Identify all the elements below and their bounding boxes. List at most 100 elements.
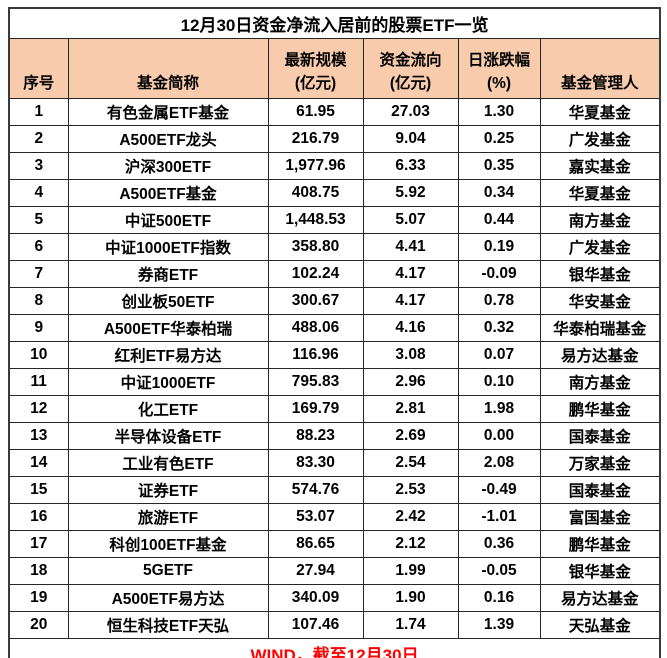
cell-fund-name: 科创100ETF基金 xyxy=(67,530,269,558)
table-row: 8 创业板50ETF 300.67 4.17 0.78 华安基金 xyxy=(8,287,661,315)
cell-rank: 3 xyxy=(8,152,69,180)
cell-rank: 2 xyxy=(8,125,69,153)
cell-change: 0.07 xyxy=(457,341,541,369)
cell-rank: 13 xyxy=(8,422,69,450)
table-row: 14 工业有色ETF 83.30 2.54 2.08 万家基金 xyxy=(8,449,661,477)
cell-flow: 6.33 xyxy=(362,152,459,180)
cell-rank: 6 xyxy=(8,233,69,261)
cell-change: 0.10 xyxy=(457,368,541,396)
cell-manager: 富国基金 xyxy=(539,503,661,531)
column-header-fund-name: 基金简称 xyxy=(67,38,269,99)
cell-fund-name: 证券ETF xyxy=(67,476,269,504)
cell-scale: 53.07 xyxy=(267,503,364,531)
cell-scale: 1,977.96 xyxy=(267,152,364,180)
cell-rank: 14 xyxy=(8,449,69,477)
cell-fund-name: 恒生科技ETF天弘 xyxy=(67,611,269,639)
cell-scale: 795.83 xyxy=(267,368,364,396)
cell-scale: 1,448.53 xyxy=(267,206,364,234)
cell-flow: 2.81 xyxy=(362,395,459,423)
table-row: 15 证券ETF 574.76 2.53 -0.49 国泰基金 xyxy=(8,476,661,504)
cell-scale: 102.24 xyxy=(267,260,364,288)
cell-flow: 2.69 xyxy=(362,422,459,450)
table-row: 3 沪深300ETF 1,977.96 6.33 0.35 嘉实基金 xyxy=(8,152,661,180)
cell-scale: 216.79 xyxy=(267,125,364,153)
cell-flow: 2.54 xyxy=(362,449,459,477)
cell-rank: 4 xyxy=(8,179,69,207)
cell-flow: 4.17 xyxy=(362,260,459,288)
cell-flow: 9.04 xyxy=(362,125,459,153)
cell-scale: 107.46 xyxy=(267,611,364,639)
column-header-scale: 最新规模 (亿元) xyxy=(267,38,364,99)
cell-scale: 358.80 xyxy=(267,233,364,261)
cell-manager: 华夏基金 xyxy=(539,179,661,207)
cell-rank: 20 xyxy=(8,611,69,639)
cell-change: 0.19 xyxy=(457,233,541,261)
cell-manager: 易方达基金 xyxy=(539,584,661,612)
cell-flow: 1.99 xyxy=(362,557,459,585)
cell-fund-name: 创业板50ETF xyxy=(67,287,269,315)
cell-rank: 11 xyxy=(8,368,69,396)
cell-change: -0.09 xyxy=(457,260,541,288)
cell-scale: 488.06 xyxy=(267,314,364,342)
cell-manager: 易方达基金 xyxy=(539,341,661,369)
table-row: 4 A500ETF基金 408.75 5.92 0.34 华夏基金 xyxy=(8,179,661,207)
cell-change: 0.35 xyxy=(457,152,541,180)
cell-manager: 鹏华基金 xyxy=(539,530,661,558)
table-row: 10 红利ETF易方达 116.96 3.08 0.07 易方达基金 xyxy=(8,341,661,369)
table-row: 16 旅游ETF 53.07 2.42 -1.01 富国基金 xyxy=(8,503,661,531)
cell-fund-name: 红利ETF易方达 xyxy=(67,341,269,369)
cell-scale: 88.23 xyxy=(267,422,364,450)
cell-scale: 300.67 xyxy=(267,287,364,315)
cell-manager: 鹏华基金 xyxy=(539,395,661,423)
cell-flow: 4.41 xyxy=(362,233,459,261)
cell-rank: 1 xyxy=(8,98,69,126)
cell-scale: 408.75 xyxy=(267,179,364,207)
cell-manager: 广发基金 xyxy=(539,125,661,153)
cell-flow: 4.16 xyxy=(362,314,459,342)
cell-rank: 18 xyxy=(8,557,69,585)
cell-scale: 61.95 xyxy=(267,98,364,126)
column-header-flow: 资金流向 (亿元) xyxy=(362,38,459,99)
cell-scale: 169.79 xyxy=(267,395,364,423)
cell-flow: 2.42 xyxy=(362,503,459,531)
cell-manager: 广发基金 xyxy=(539,233,661,261)
table-row: 5 中证500ETF 1,448.53 5.07 0.44 南方基金 xyxy=(8,206,661,234)
cell-change: 0.16 xyxy=(457,584,541,612)
cell-scale: 574.76 xyxy=(267,476,364,504)
cell-rank: 15 xyxy=(8,476,69,504)
cell-rank: 8 xyxy=(8,287,69,315)
cell-rank: 10 xyxy=(8,341,69,369)
cell-manager: 南方基金 xyxy=(539,206,661,234)
cell-flow: 4.17 xyxy=(362,287,459,315)
cell-manager: 嘉实基金 xyxy=(539,152,661,180)
cell-scale: 83.30 xyxy=(267,449,364,477)
cell-fund-name: 沪深300ETF xyxy=(67,152,269,180)
cell-change: 1.30 xyxy=(457,98,541,126)
cell-fund-name: 工业有色ETF xyxy=(67,449,269,477)
cell-change: -0.05 xyxy=(457,557,541,585)
cell-manager: 银华基金 xyxy=(539,557,661,585)
table-row: 7 券商ETF 102.24 4.17 -0.09 银华基金 xyxy=(8,260,661,288)
cell-scale: 340.09 xyxy=(267,584,364,612)
cell-change: 1.39 xyxy=(457,611,541,639)
cell-fund-name: 有色金属ETF基金 xyxy=(67,98,269,126)
column-header-manager: 基金管理人 xyxy=(539,38,661,99)
cell-change: 0.44 xyxy=(457,206,541,234)
cell-fund-name: 中证1000ETF xyxy=(67,368,269,396)
cell-manager: 国泰基金 xyxy=(539,422,661,450)
cell-flow: 2.12 xyxy=(362,530,459,558)
cell-change: -0.49 xyxy=(457,476,541,504)
cell-change: 0.34 xyxy=(457,179,541,207)
table-row: 6 中证1000ETF指数 358.80 4.41 0.19 广发基金 xyxy=(8,233,661,261)
cell-change: 0.32 xyxy=(457,314,541,342)
cell-rank: 7 xyxy=(8,260,69,288)
cell-rank: 5 xyxy=(8,206,69,234)
table-body: 1 有色金属ETF基金 61.95 27.03 1.30 华夏基金 2 A500ETF龙头 21… xyxy=(8,98,661,639)
cell-fund-name: A500ETF基金 xyxy=(67,179,269,207)
table-row: 20 恒生科技ETF天弘 107.46 1.74 1.39 天弘基金 xyxy=(8,611,661,639)
table-row: 17 科创100ETF基金 86.65 2.12 0.36 鹏华基金 xyxy=(8,530,661,558)
cell-fund-name: 券商ETF xyxy=(67,260,269,288)
cell-change: 2.08 xyxy=(457,449,541,477)
cell-flow: 2.53 xyxy=(362,476,459,504)
